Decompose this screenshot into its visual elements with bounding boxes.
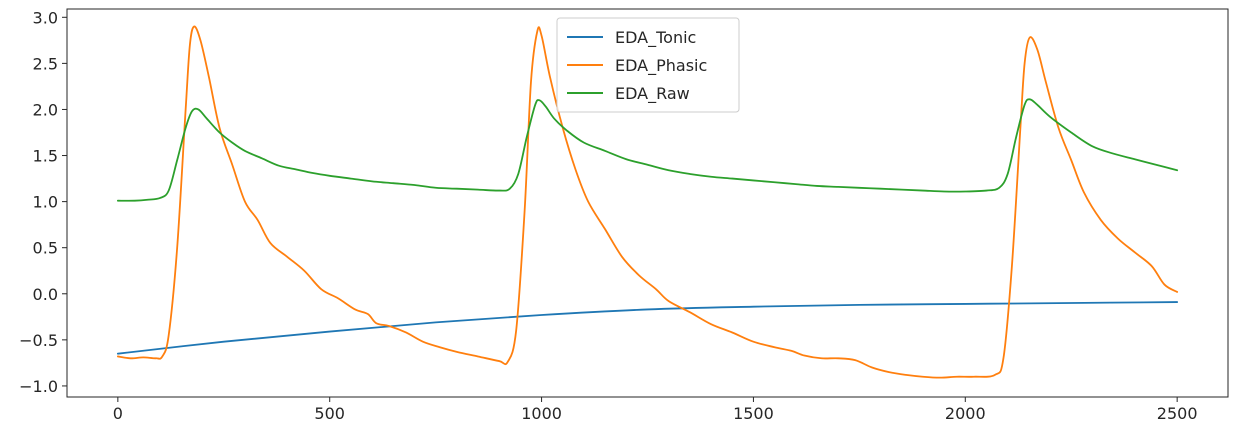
- y-tick-label: 2.5: [33, 54, 58, 73]
- y-tick-label: 1.0: [33, 193, 58, 212]
- y-tick-label: 1.5: [33, 147, 58, 166]
- series-line-eda-raw: [116, 98, 1179, 202]
- series-line-eda-phasic: [116, 25, 1179, 379]
- legend-label: EDA_Raw: [615, 84, 690, 104]
- x-tick-label: 1500: [733, 404, 774, 423]
- x-tick-label: 2000: [945, 404, 986, 423]
- y-tick-label: 2.0: [33, 100, 58, 119]
- legend-box: [556, 17, 740, 113]
- x-tick-label: 2500: [1157, 404, 1198, 423]
- legend-label: EDA_Tonic: [615, 28, 696, 48]
- series-layer: [116, 25, 1179, 379]
- y-tick-label: 0.5: [33, 239, 58, 258]
- legend: EDA_Tonic EDA_Phasic EDA_Raw: [556, 17, 740, 113]
- x-tick-label: 0: [113, 404, 123, 423]
- x-axis-ticks: 0 500 1000 1500 2000 2500: [113, 397, 1198, 423]
- y-tick-label: 0.0: [33, 285, 58, 304]
- y-tick-label: 3.0: [33, 8, 58, 27]
- legend-label: EDA_Phasic: [615, 56, 707, 76]
- y-tick-label: −0.5: [19, 331, 58, 350]
- y-axis-ticks: −1.0 −0.5 0.0 0.5 1.0 1.5 2.0 2.5 3.0: [19, 8, 67, 396]
- x-tick-label: 1000: [521, 404, 562, 423]
- x-tick-label: 500: [314, 404, 345, 423]
- y-tick-label: −1.0: [19, 377, 58, 396]
- plot-frame: [66, 8, 1229, 398]
- series-line-eda-tonic: [116, 301, 1179, 355]
